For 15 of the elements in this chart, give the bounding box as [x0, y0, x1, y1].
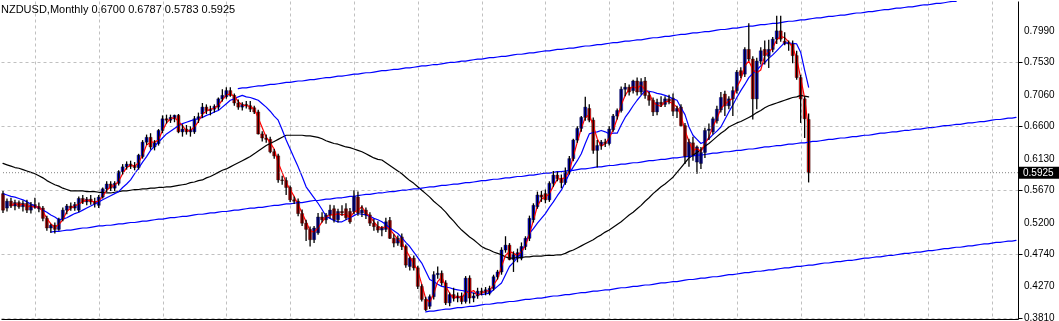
- y-tick-label: 0.6600: [1024, 120, 1056, 132]
- y-tick-label: 0.7060: [1024, 88, 1056, 100]
- candlestick: [176, 113, 181, 134]
- ref-line-label: 0.5925: [1023, 166, 1055, 178]
- y-tick-label: 0.4740: [1024, 248, 1056, 260]
- y-tick-label: 0.4270: [1024, 280, 1056, 292]
- line-series: [237, 1, 957, 90]
- y-tick-label: 0.5670: [1024, 184, 1056, 196]
- y-tick-label: 0.7990: [1024, 24, 1056, 36]
- y-tick-label: 0.5200: [1024, 216, 1056, 228]
- y-tick-label: 0.6130: [1024, 152, 1056, 164]
- chart-title: NZDUSD,Monthly 0.6700 0.6787 0.5783 0.5925: [1, 3, 236, 15]
- y-tick-label: 0.3810: [1024, 311, 1056, 321]
- line-series: [425, 239, 1017, 313]
- y-tick-label: 0.7530: [1024, 56, 1056, 68]
